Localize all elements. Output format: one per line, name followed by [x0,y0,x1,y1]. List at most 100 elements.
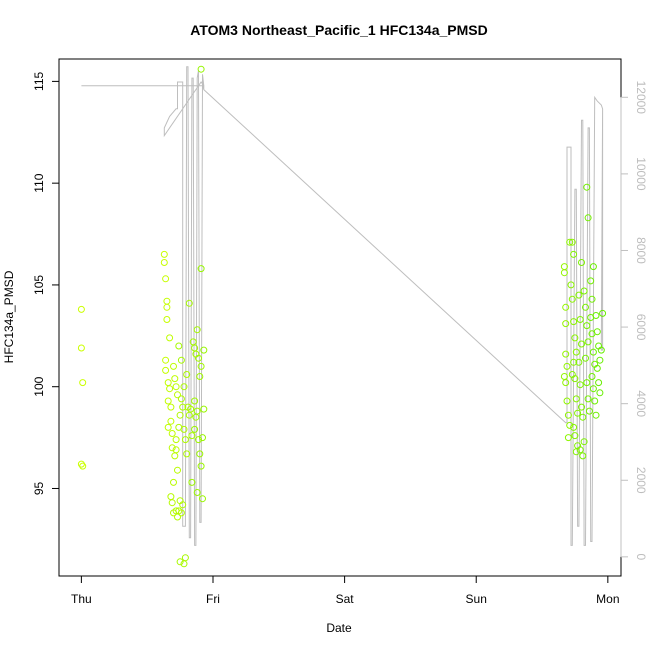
data-point [578,340,585,348]
data-point [562,350,570,358]
data-point [593,328,601,336]
y-axis-label: HFC134a_PMSD [2,270,16,363]
data-point [593,364,601,372]
data-point [584,395,592,403]
data-point [566,238,574,246]
plot-frame [58,58,622,577]
right-tick-label: 4000 [634,390,648,417]
data-point [196,373,204,380]
data-point [583,379,591,387]
data-point [180,425,188,433]
data-point [176,411,184,419]
data-point [181,436,189,444]
data-point [167,417,175,425]
x-axis-label: Date [326,621,352,635]
right-tick-label: 2000 [634,467,648,494]
data-point [596,356,604,364]
data-point [589,263,597,271]
data-point [168,444,176,452]
right-tick-label: 8000 [634,237,648,264]
data-point [191,397,199,405]
altitude-line [81,66,604,546]
data-point [578,403,585,411]
left-tick-label: 105 [32,275,46,295]
data-point [188,478,196,486]
data-point [177,395,185,403]
left-y-axis: 95 100 105 110 115 [32,72,60,495]
right-tick-label: 10000 [634,157,648,191]
data-point [195,436,202,444]
data-point [174,391,181,399]
data-point [572,395,580,403]
data-point [77,460,85,468]
data-point [200,346,208,354]
data-point [575,358,583,366]
data-point [570,250,578,258]
data-point [582,354,589,362]
data-point [580,287,588,295]
data-point [177,356,185,364]
data-point [177,509,185,517]
data-point [570,318,578,326]
data-point [187,405,195,413]
data-point [575,291,583,299]
right-y-axis: 0 2000 4000 6000 8000 10000 12000 [620,81,648,561]
data-point [79,379,87,387]
data-point [193,489,201,496]
altitude-line-layer [81,66,604,546]
data-point [162,275,170,283]
data-point [160,259,168,266]
data-point [563,397,571,405]
data-point [583,322,591,330]
data-point [562,379,570,387]
data-point [583,183,591,191]
data-point [570,358,578,366]
data-point [196,450,204,458]
data-point [172,446,180,454]
left-tick-label: 110 [32,173,46,192]
data-point [199,495,206,503]
data-point [199,434,206,442]
data-point [168,499,176,507]
data-point [188,432,196,440]
x-tick-label: Sat [336,592,355,606]
data-point [571,375,579,383]
data-point [162,356,170,364]
data-point [79,462,87,470]
data-point [164,379,172,387]
data-point [592,411,600,419]
data-point [193,407,201,415]
left-tick-label: 95 [32,481,46,495]
data-point [171,452,179,460]
data-point [197,362,205,370]
data-point [572,348,580,356]
data-point [584,214,592,222]
data-point [172,436,180,444]
data-point [176,558,184,566]
data-point [179,403,187,411]
data-point [191,425,199,433]
data-point [560,269,568,277]
data-point [183,450,191,458]
data-point [163,303,171,311]
data-point [77,344,85,352]
data-point [564,411,572,419]
data-point [183,371,191,378]
data-point [582,303,589,311]
data-point [599,309,607,317]
data-point [576,316,584,323]
left-tick-label: 115 [32,72,46,91]
data-point [597,346,605,354]
data-point [562,320,570,328]
data-point [579,452,587,460]
data-point [588,295,596,303]
right-tick-label: 6000 [634,314,648,341]
data-point [163,316,171,323]
data-point [179,501,187,509]
data-point [185,299,193,307]
data-point [77,305,85,313]
data-point [195,354,202,362]
data-point [589,348,597,356]
right-tick-label: 12000 [634,81,648,115]
